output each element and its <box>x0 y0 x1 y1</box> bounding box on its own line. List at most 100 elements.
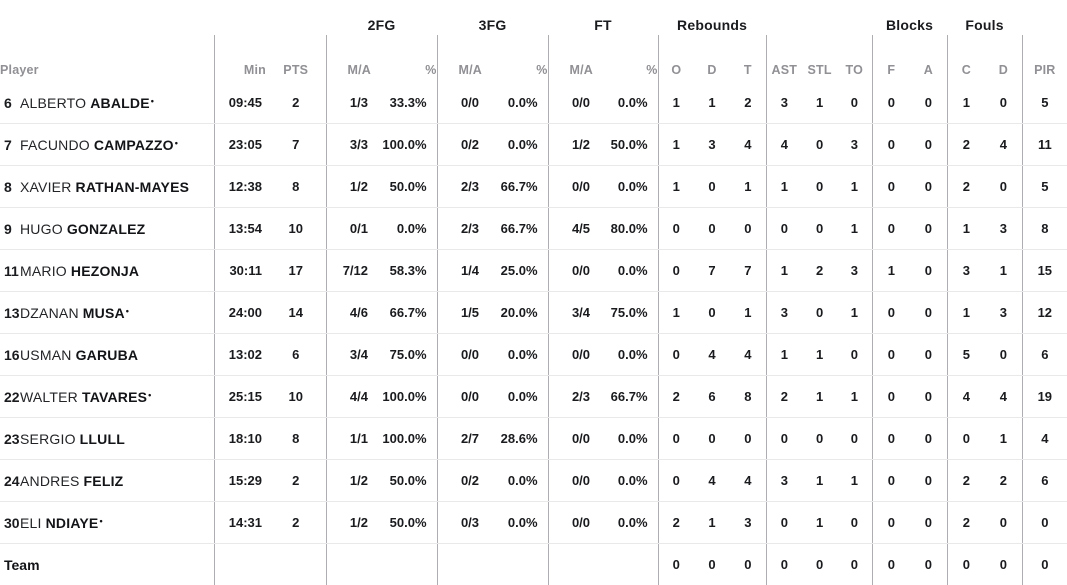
stat-fd: 0 <box>985 501 1023 544</box>
stat-ftpct: 0.0% <box>593 417 659 460</box>
player-row: 7 FACUNDO CAMPAZZO• 23:05 7 3/3 100.0% 0/2 0.0% 1… <box>0 123 1067 166</box>
col-header-reb-d: D <box>707 63 717 77</box>
stat-stl: 1 <box>802 501 838 544</box>
stat-rd: 0 <box>694 417 731 460</box>
player-name-cell: 13DZANAN MUSA• <box>0 291 214 334</box>
stat-ftpct: 0.0% <box>593 501 659 544</box>
stat-bf: 0 <box>871 333 911 376</box>
stat-fg2pct: 100.0% <box>371 375 438 418</box>
stat-ast: 3 <box>765 291 803 334</box>
stat-rt: 1 <box>730 165 767 208</box>
stat-fg2ma: 1/2 <box>325 459 371 502</box>
stat-ro: 0 <box>657 207 695 250</box>
stat-to: 3 <box>837 123 873 166</box>
stat-bf: 0 <box>871 291 911 334</box>
stat-ro: 1 <box>657 165 695 208</box>
stat-bf: 0 <box>871 375 911 418</box>
stat-fg3pct: 20.0% <box>482 291 549 334</box>
player-last-name: RATHAN-MAYES <box>75 178 190 195</box>
stat-stl: 0 <box>802 417 838 460</box>
stat-ftma <box>547 543 594 585</box>
col-header-blocks-f: F <box>871 35 911 82</box>
stat-rt: 0 <box>730 543 767 585</box>
stat-pts: 6 <box>266 333 326 376</box>
stat-to: 1 <box>837 165 873 208</box>
stat-ftpct: 0.0% <box>593 82 659 124</box>
stat-pts: 14 <box>266 291 326 334</box>
player-number: 8 <box>4 178 12 195</box>
stat-fg3pct: 28.6% <box>482 417 549 460</box>
stat-pir: 11 <box>1021 123 1067 166</box>
stat-fg2pct: 33.3% <box>371 82 438 124</box>
player-last-name: FELIZ <box>83 472 124 489</box>
stat-rt: 3 <box>730 501 767 544</box>
stat-pir: 0 <box>1021 501 1067 544</box>
stat-ba: 0 <box>910 375 948 418</box>
group-header-row: 2FG 3FG FT Rebounds Blocks Fouls <box>0 0 1067 35</box>
stat-ast: 4 <box>765 123 803 166</box>
player-number: 22 <box>4 388 20 405</box>
stat-stl: 0 <box>802 291 838 334</box>
stat-fg3pct: 0.0% <box>482 123 549 166</box>
stat-ftma: 0/0 <box>547 501 594 544</box>
stat-ftpct: 0.0% <box>593 333 659 376</box>
stat-ro: 0 <box>657 249 695 292</box>
stat-to: 0 <box>837 543 873 585</box>
stat-min: 24:00 <box>213 291 266 334</box>
stat-fc: 1 <box>946 82 986 124</box>
stat-pts: 2 <box>266 459 326 502</box>
stat-pir: 5 <box>1021 82 1067 124</box>
stat-ast: 1 <box>765 249 803 292</box>
player-first-name: ANDRES <box>20 472 80 489</box>
stat-ftpct <box>593 543 659 585</box>
stat-ast: 0 <box>765 207 803 250</box>
stat-fg3ma: 2/3 <box>436 165 483 208</box>
stat-to: 1 <box>837 459 873 502</box>
stat-fc: 2 <box>946 123 986 166</box>
stat-pir: 4 <box>1021 417 1067 460</box>
stat-ast: 1 <box>765 165 803 208</box>
stat-rt: 4 <box>730 333 767 376</box>
stat-fg3ma: 0/0 <box>436 82 483 124</box>
starter-marker-icon: • <box>99 515 103 526</box>
stat-fg3pct: 0.0% <box>482 82 549 124</box>
group-header-spacer <box>1022 0 1067 35</box>
stat-ba: 0 <box>910 165 948 208</box>
player-last-name: HEZONJA <box>70 262 140 279</box>
col-header-ft-pct: % <box>646 63 658 77</box>
stat-min: 25:15 <box>213 375 266 418</box>
stat-rd: 0 <box>694 291 731 334</box>
col-header-min: Min <box>213 35 266 82</box>
column-header-row: Player Min PTS M/A % M/A % M/A % O D T A… <box>0 35 1067 82</box>
stat-stl: 0 <box>802 543 838 585</box>
stat-ftpct: 66.7% <box>593 375 659 418</box>
stat-ba: 0 <box>910 417 948 460</box>
summary-label-cell: Team <box>0 543 214 585</box>
col-header-stl: STL <box>807 63 832 77</box>
stat-fg3pct: 25.0% <box>482 249 549 292</box>
stat-min: 09:45 <box>213 82 266 124</box>
stat-to: 0 <box>837 501 873 544</box>
stat-rd: 1 <box>694 501 731 544</box>
stat-bf: 0 <box>871 417 911 460</box>
group-header-spacer <box>766 0 872 35</box>
stat-pir: 12 <box>1021 291 1067 334</box>
stat-stl: 0 <box>802 123 838 166</box>
player-name-cell: 8 XAVIER RATHAN-MAYES <box>0 165 214 208</box>
stat-pir: 6 <box>1021 459 1067 502</box>
player-last-name: MUSA <box>82 304 125 321</box>
stat-fg2ma: 1/2 <box>325 501 371 544</box>
stat-to: 1 <box>837 207 873 250</box>
col-header-to: TO <box>845 63 864 77</box>
player-row: 30ELI NDIAYE• 14:31 2 1/2 50.0% 0/3 0.0% 0/0 0.0%… <box>0 501 1067 544</box>
stat-to: 1 <box>837 375 873 418</box>
player-row: 23SERGIO LLULL 18:10 8 1/1 100.0% 2/7 28.6% 0/0 0… <box>0 417 1067 460</box>
stat-fg2pct <box>371 543 438 585</box>
stat-fd: 4 <box>985 123 1023 166</box>
stat-fg2pct: 75.0% <box>371 333 438 376</box>
stat-ftma: 3/4 <box>547 291 594 334</box>
stat-fg3pct: 66.7% <box>482 165 549 208</box>
stat-fg3ma: 0/0 <box>436 375 483 418</box>
stat-fg3ma: 0/0 <box>436 333 483 376</box>
